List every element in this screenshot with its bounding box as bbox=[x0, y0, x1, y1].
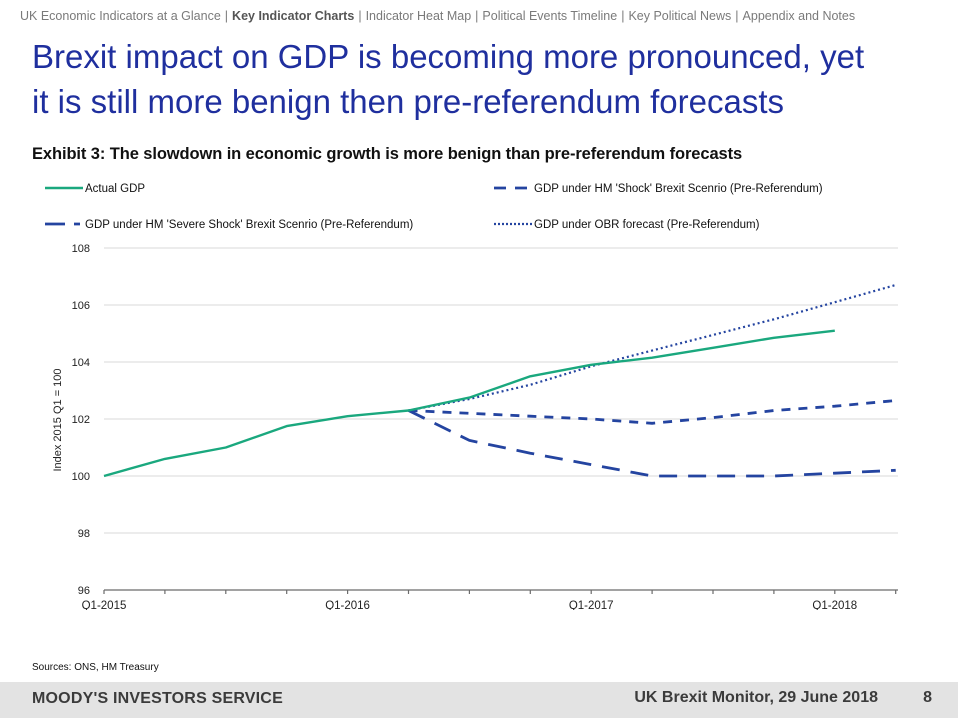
y-tick-label: 104 bbox=[72, 357, 90, 369]
y-tick-label: 108 bbox=[72, 243, 90, 255]
page-headline: Brexit impact on GDP is becoming more pr… bbox=[32, 34, 952, 124]
nav-link-key-political-news[interactable]: Key Political News bbox=[628, 9, 732, 23]
legend-label: GDP under HM 'Severe Shock' Brexit Scenr… bbox=[85, 219, 413, 231]
nav-separator: | bbox=[735, 9, 739, 23]
nav-link-uk-economic-indicators-at-a-glance[interactable]: UK Economic Indicators at a Glance bbox=[20, 9, 221, 23]
legend-label: Actual GDP bbox=[85, 183, 145, 195]
legend-label: GDP under HM 'Shock' Brexit Scenrio (Pre… bbox=[534, 183, 823, 195]
series-line-actual-gdp bbox=[103, 329, 835, 478]
nav-link-key-indicator-charts[interactable]: Key Indicator Charts bbox=[232, 9, 355, 23]
nav-link-appendix-and-notes[interactable]: Appendix and Notes bbox=[742, 9, 856, 23]
nav-separator: | bbox=[621, 9, 625, 23]
x-tick-label: Q1-2018 bbox=[812, 600, 857, 610]
y-tick-label: 102 bbox=[72, 414, 90, 426]
nav-separator: | bbox=[475, 9, 479, 23]
gdp-line-chart: 96 98 100 102 104 106 108 Index 2015 Q1 = 100 Q1… bbox=[45, 183, 898, 610]
y-tick-label: 98 bbox=[78, 528, 90, 540]
y-tick-label: 96 bbox=[78, 585, 90, 597]
nav-link-indicator-heat-map[interactable]: Indicator Heat Map bbox=[365, 9, 472, 23]
legend-label: GDP under OBR forecast (Pre-Referendum) bbox=[534, 219, 760, 231]
page-number: 8 bbox=[923, 689, 932, 706]
y-axis-title: Index 2015 Q1 = 100 bbox=[52, 368, 64, 471]
footer-document-title: UK Brexit Monitor, 29 June 2018 bbox=[634, 689, 878, 706]
top-navigation: UK Economic Indicators at a Glance | Key I… bbox=[20, 9, 855, 23]
y-tick-label: 106 bbox=[72, 300, 90, 312]
series-line-gdp-under-hm-severe-shock-brexit-scenrio-pre-referendum bbox=[407, 409, 896, 478]
nav-separator: | bbox=[224, 9, 229, 23]
y-tick-label: 100 bbox=[72, 471, 90, 483]
series-line-gdp-under-obr-forecast-pre-referendum bbox=[408, 283, 896, 412]
headline-line-2: it is still more benign then pre-referen… bbox=[32, 83, 785, 120]
nav-separator: | bbox=[358, 9, 362, 23]
x-tick-label: Q1-2015 bbox=[82, 600, 127, 610]
x-tick-label: Q1-2016 bbox=[325, 600, 370, 610]
x-tick-label: Q1-2017 bbox=[569, 600, 614, 610]
sources-note: Sources: ONS, HM Treasury bbox=[32, 662, 159, 673]
series-line-gdp-under-hm-shock-brexit-scenrio-pre-referendum bbox=[408, 399, 896, 425]
nav-link-political-events-timeline[interactable]: Political Events Timeline bbox=[482, 9, 618, 23]
headline-line-1: Brexit impact on GDP is becoming more pr… bbox=[32, 38, 865, 75]
exhibit-title: Exhibit 3: The slowdown in economic grow… bbox=[32, 145, 743, 163]
footer-bar: MOODY'S INVESTORS SERVICE UK Brexit Moni… bbox=[0, 682, 958, 718]
footer-brand: MOODY'S INVESTORS SERVICE bbox=[32, 690, 283, 707]
